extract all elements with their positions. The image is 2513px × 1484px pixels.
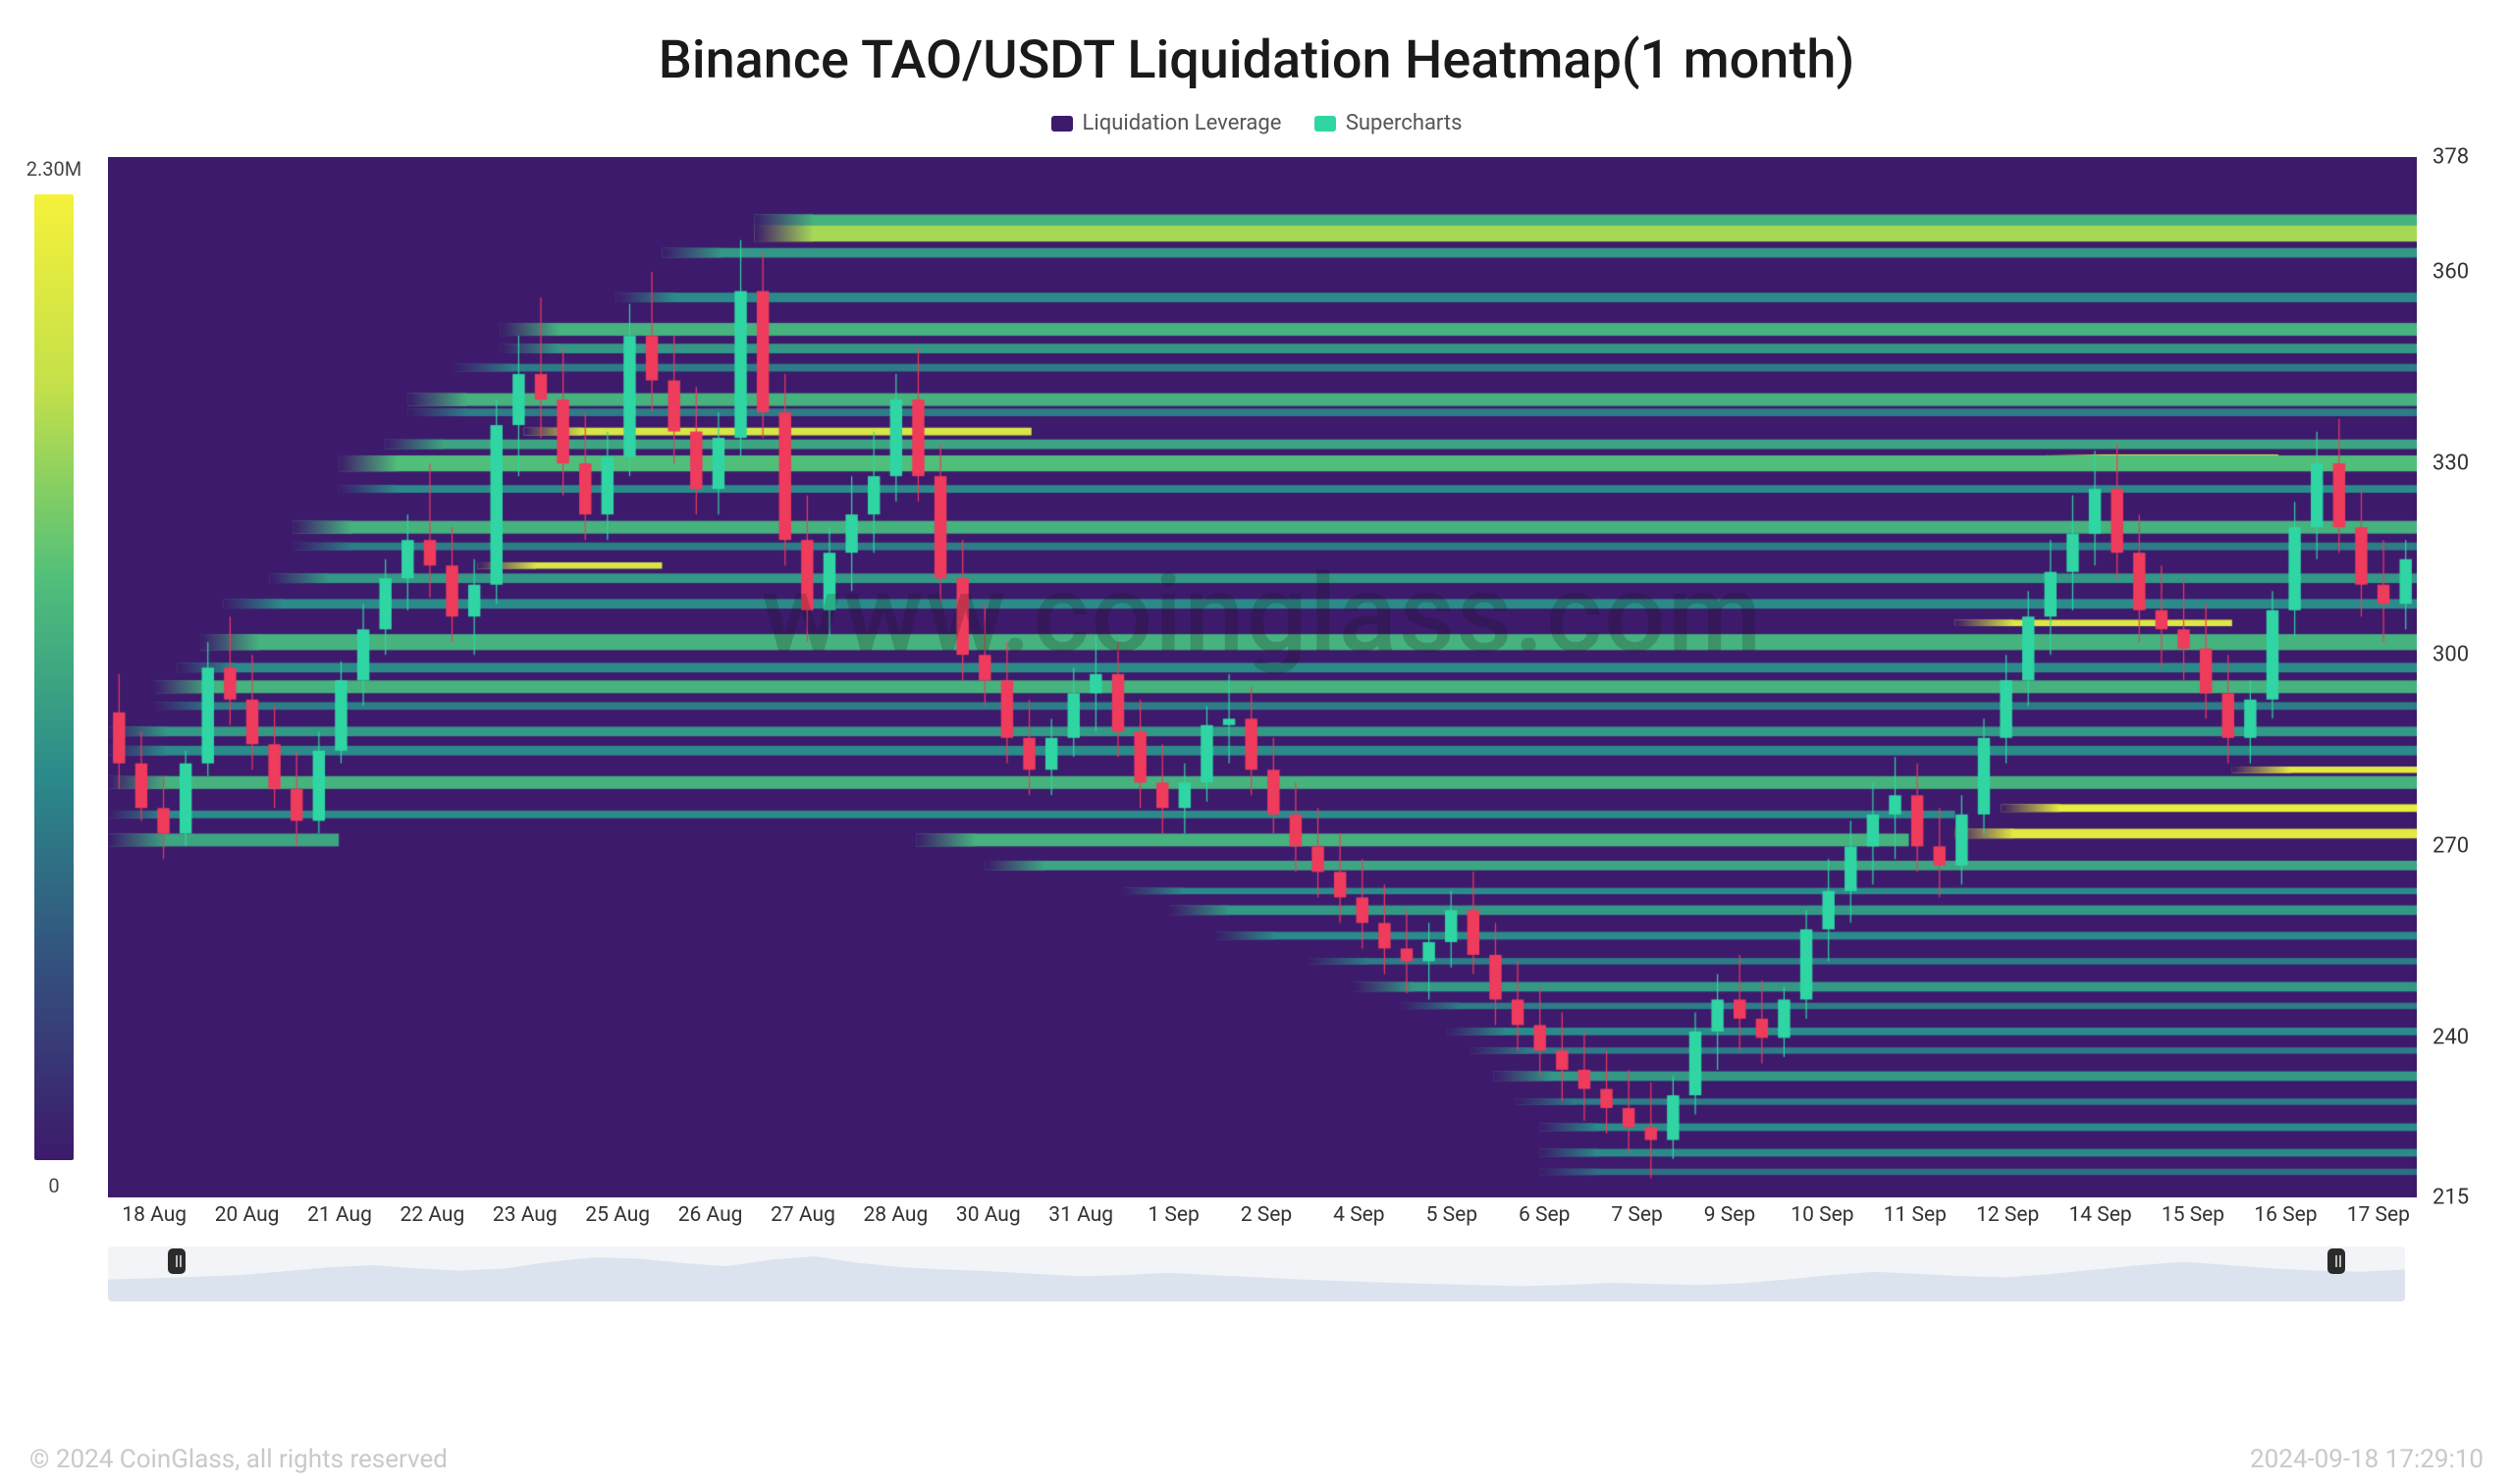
ytick: 330 (2433, 450, 2469, 475)
xtick: 21 Aug (307, 1203, 372, 1227)
legend-swatch-liquidation (1051, 116, 1073, 132)
xtick: 12 Sep (1976, 1203, 2039, 1227)
xtick: 25 Aug (585, 1203, 650, 1227)
chart-title: Binance TAO/USDT Liquidation Heatmap(1 m… (0, 0, 2513, 111)
legend: Liquidation Leverage Supercharts (0, 111, 2513, 157)
xtick: 18 Aug (122, 1203, 187, 1227)
xtick: 7 Sep (1611, 1203, 1662, 1227)
legend-item-supercharts: Supercharts (1314, 111, 1463, 135)
xtick: 6 Sep (1519, 1203, 1570, 1227)
xtick: 10 Sep (1791, 1203, 1853, 1227)
legend-label: Supercharts (1346, 111, 1463, 135)
xtick: 14 Sep (2068, 1203, 2131, 1227)
legend-label: Liquidation Leverage (1083, 111, 1282, 135)
xtick: 11 Sep (1884, 1203, 1947, 1227)
candlestick-layer (108, 157, 2417, 1197)
scrubber-handle-left[interactable] (168, 1248, 186, 1274)
xtick: 27 Aug (771, 1203, 835, 1227)
colorbar-max-label: 2.30M (27, 157, 81, 181)
footer: © 2024 CoinGlass, all rights reserved 20… (29, 1445, 2484, 1474)
xtick: 23 Aug (493, 1203, 558, 1227)
ytick: 378 (2433, 144, 2469, 169)
ytick: 270 (2433, 833, 2469, 858)
xtick: 22 Aug (401, 1203, 465, 1227)
chart-area: 2.30M 0 www.coinglass.com 37836033030027… (0, 157, 2513, 1197)
xtick: 5 Sep (1426, 1203, 1477, 1227)
ytick: 240 (2433, 1025, 2469, 1049)
plot-area[interactable]: www.coinglass.com (108, 157, 2417, 1197)
ytick: 360 (2433, 259, 2469, 284)
timestamp: 2024-09-18 17:29:10 (2250, 1445, 2484, 1474)
xtick: 9 Sep (1704, 1203, 1755, 1227)
xtick: 16 Sep (2254, 1203, 2317, 1227)
scrubber-handle-right[interactable] (2327, 1248, 2345, 1274)
ytick: 300 (2433, 642, 2469, 666)
colorbar: 2.30M 0 (20, 157, 88, 1197)
xtick: 15 Sep (2162, 1203, 2224, 1227)
xtick: 30 Aug (956, 1203, 1021, 1227)
scrubber-profile (108, 1246, 2405, 1301)
xtick: 20 Aug (215, 1203, 280, 1227)
legend-item-liquidation: Liquidation Leverage (1051, 111, 1282, 135)
x-axis: 18 Aug 20 Aug 21 Aug 22 Aug 23 Aug 25 Aug 26 A… (108, 1197, 2425, 1243)
scrubber-track (108, 1246, 2405, 1301)
xtick: 31 Aug (1048, 1203, 1113, 1227)
xtick: 1 Sep (1148, 1203, 1199, 1227)
legend-swatch-supercharts (1314, 116, 1336, 132)
colorbar-gradient (34, 194, 74, 1160)
xtick: 17 Sep (2347, 1203, 2410, 1227)
colorbar-min-label: 0 (48, 1174, 59, 1197)
xtick: 26 Aug (678, 1203, 743, 1227)
xtick: 4 Sep (1333, 1203, 1384, 1227)
xtick: 28 Aug (864, 1203, 929, 1227)
y-axis: 378360330300270240215 (2425, 157, 2493, 1197)
copyright: © 2024 CoinGlass, all rights reserved (29, 1445, 448, 1474)
time-scrubber[interactable] (108, 1246, 2405, 1301)
xtick: 2 Sep (1241, 1203, 1292, 1227)
ytick: 215 (2433, 1185, 2469, 1209)
